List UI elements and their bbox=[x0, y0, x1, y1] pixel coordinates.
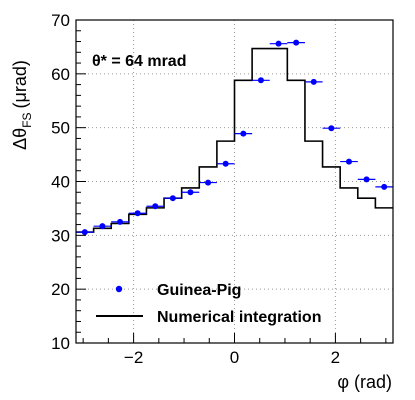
y-axis-label-sub: FS bbox=[20, 112, 34, 127]
step-line bbox=[76, 47, 393, 233]
y-tick-label: 30 bbox=[51, 226, 70, 245]
data-point bbox=[81, 229, 88, 236]
x-axis-label: φ (rad) bbox=[337, 372, 392, 392]
y-tick-label: 20 bbox=[51, 280, 70, 299]
y-axis-label: ΔθFS (μrad) bbox=[10, 60, 34, 150]
data-point bbox=[169, 195, 176, 202]
data-point bbox=[310, 78, 317, 85]
legend-label-guinea-pig: Guinea-Pig bbox=[157, 282, 241, 299]
y-tick-label: 10 bbox=[51, 334, 70, 353]
y-axis-label-main: Δθ bbox=[10, 128, 30, 150]
y-tick-label: 70 bbox=[51, 11, 70, 30]
series-guinea-pig bbox=[75, 39, 394, 236]
legend: Guinea-Pig Numerical integration bbox=[96, 282, 321, 326]
data-point bbox=[381, 183, 388, 190]
y-axis-label-unit: (μrad) bbox=[10, 60, 30, 108]
axis-ticks: 10 20 30 40 50 60 70 −2 0 2 bbox=[51, 11, 387, 367]
data-point bbox=[222, 160, 229, 167]
x-tick-label: 0 bbox=[230, 348, 239, 367]
x-tick-label: 2 bbox=[331, 348, 340, 367]
y-tick-label: 60 bbox=[51, 65, 70, 84]
data-point bbox=[363, 176, 370, 183]
x-tick-label: −2 bbox=[124, 348, 143, 367]
data-point bbox=[152, 203, 159, 210]
data-point bbox=[117, 218, 124, 225]
data-point bbox=[345, 158, 352, 165]
y-tick-label: 50 bbox=[51, 119, 70, 138]
data-point bbox=[205, 179, 212, 186]
y-tick-label: 40 bbox=[51, 173, 70, 192]
data-point bbox=[293, 39, 300, 46]
series-numerical-integration bbox=[76, 47, 393, 233]
data-point bbox=[99, 223, 106, 230]
legend-marker-guinea-pig bbox=[115, 285, 123, 293]
data-point bbox=[187, 189, 194, 196]
data-point bbox=[257, 77, 264, 84]
data-point bbox=[328, 125, 335, 132]
data-point bbox=[134, 210, 141, 217]
data-point bbox=[275, 40, 282, 47]
legend-label-numerical-integration: Numerical integration bbox=[157, 309, 321, 326]
data-point bbox=[240, 130, 247, 137]
annotation-theta: θ* = 64 mrad bbox=[92, 53, 186, 70]
